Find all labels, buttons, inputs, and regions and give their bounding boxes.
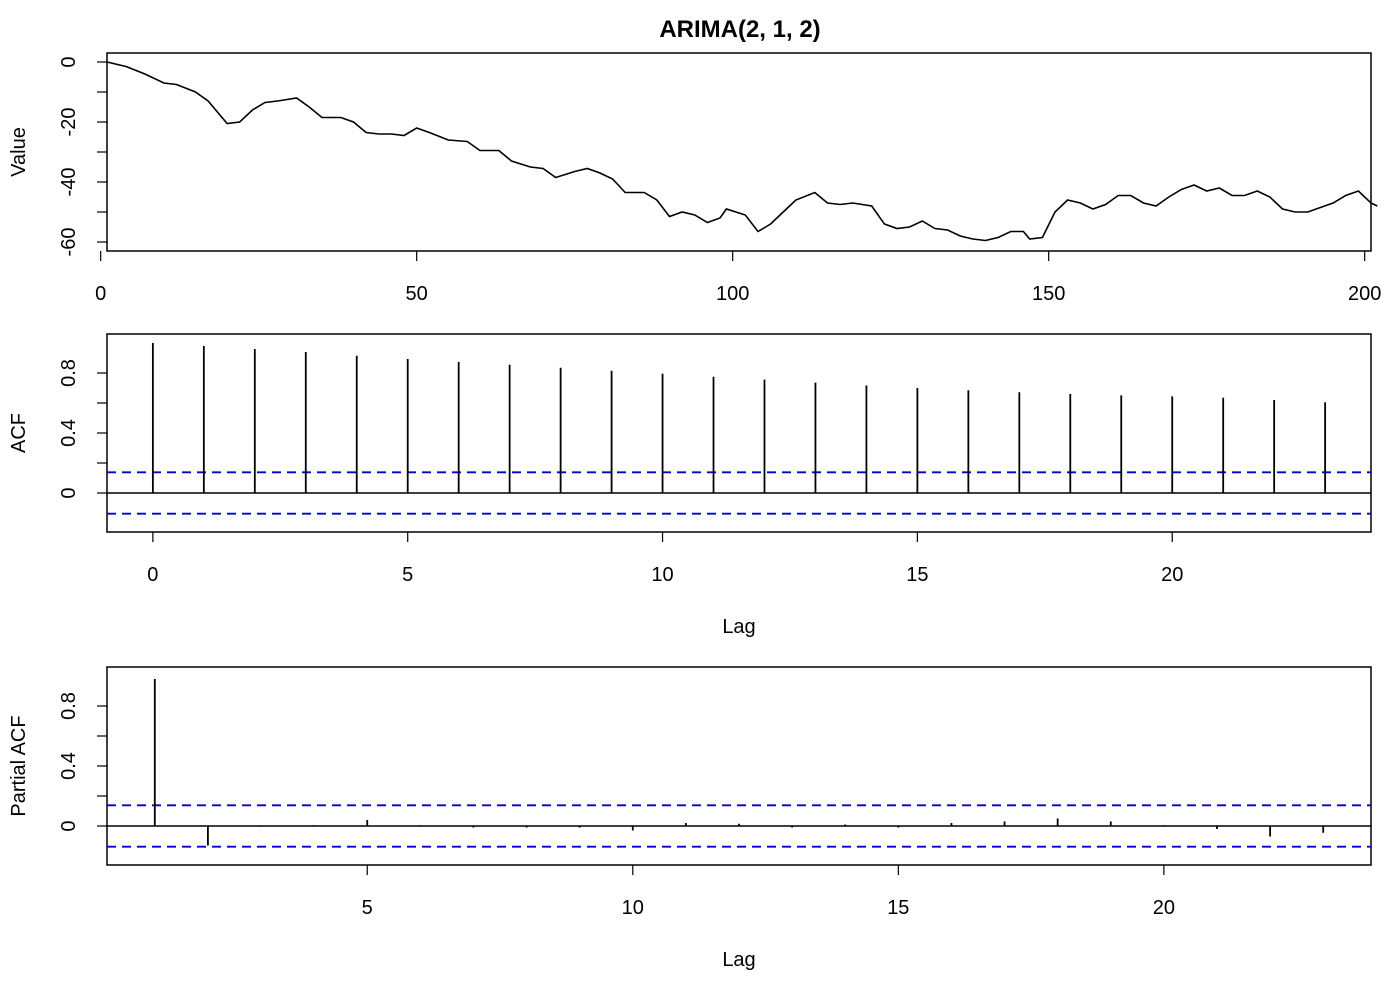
acf-x-tick-label: 5 [402, 564, 413, 586]
series-x-tick-label: 200 [1348, 283, 1381, 305]
series-y-tick-label: -40 [58, 168, 80, 197]
acf-x-tick-label: 15 [906, 564, 928, 586]
series-y-tick-label: -20 [58, 108, 80, 137]
series-y-tick-label: 0 [58, 56, 80, 67]
series-x-tick-label: 100 [716, 283, 749, 305]
pacf-ylabel: Partial ACF [8, 715, 30, 816]
acf-y-tick-label: 0.4 [58, 419, 80, 447]
series-line [106, 61, 1378, 242]
series-plot-frame [106, 52, 1372, 252]
series-ylabel: Value [8, 127, 30, 177]
main-title: ARIMA(2, 1, 2) [659, 16, 820, 43]
pacf-plot-frame [106, 666, 1372, 866]
pacf-y-tick-label: 0 [58, 820, 80, 831]
series-x-tick-label: 150 [1032, 283, 1065, 305]
pacf-x-tick-label: 20 [1153, 897, 1175, 919]
pacf-x-tick-label: 15 [887, 897, 909, 919]
series-x-tick-label: 50 [406, 283, 428, 305]
acf-plot-frame [106, 333, 1372, 533]
series-y-tick-label: -60 [58, 228, 80, 257]
series-panel: Value 0 50 100 150 200 0 -20 -40 -60 [8, 52, 1381, 305]
pacf-x-tick-label: 5 [362, 897, 373, 919]
acf-x-tick-label: 20 [1161, 564, 1183, 586]
acf-panel: Lag ACF 0 5 10 15 20 0 0.4 0.8 [8, 333, 1372, 638]
pacf-panel: Lag Partial ACF 5 10 15 20 0 0.4 0.8 [8, 666, 1372, 971]
acf-xlabel: Lag [722, 616, 755, 638]
pacf-xlabel: Lag [722, 949, 755, 971]
pacf-x-tick-label: 10 [622, 897, 644, 919]
acf-y-tick-label: 0 [58, 487, 80, 498]
pacf-y-tick-label: 0.4 [58, 752, 80, 780]
acf-x-tick-label: 0 [147, 564, 158, 586]
pacf-y-tick-label: 0.8 [58, 692, 80, 720]
acf-y-tick-label: 0.8 [58, 359, 80, 387]
acf-ylabel: ACF [8, 413, 30, 453]
series-x-tick-label: 0 [95, 283, 106, 305]
acf-x-tick-label: 10 [651, 564, 673, 586]
